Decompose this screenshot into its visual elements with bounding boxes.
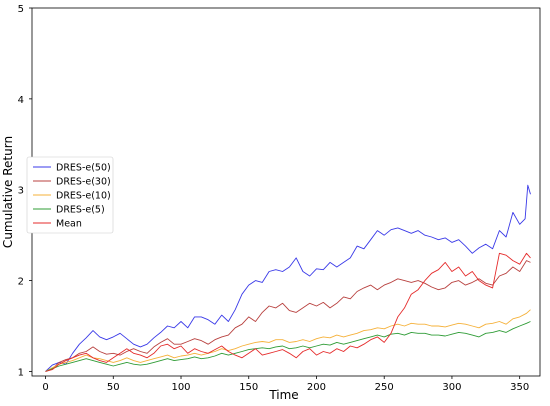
x-axis-title: Time	[268, 388, 298, 402]
series-layer	[45, 184, 531, 372]
series-line-3	[45, 321, 531, 372]
y-tick-label: 3	[18, 186, 24, 197]
plot-area	[31, 7, 541, 377]
legend-label: DRES-e(50)	[56, 163, 111, 174]
y-tick-label: 2	[18, 277, 24, 288]
legend-box	[26, 156, 114, 234]
y-tick-label: 1	[18, 367, 24, 378]
x-tick-label: 350	[510, 382, 529, 393]
legend-label: DRES-e(5)	[56, 205, 105, 216]
series-line-2	[45, 309, 531, 372]
series-line-4	[45, 252, 531, 372]
x-tick-label: 300	[442, 382, 461, 393]
y-tick-label: 5	[18, 4, 24, 15]
x-tick-label: 150	[239, 382, 258, 393]
x-tick-label: 0	[42, 382, 48, 393]
legend-label: DRES-e(30)	[56, 177, 111, 188]
y-tick-label: 4	[18, 95, 24, 106]
legend-label: DRES-e(10)	[56, 191, 111, 202]
legend-label: Mean	[56, 219, 82, 230]
y-axis-title: Cumulative Return	[1, 136, 15, 248]
x-ticks: 0 50 100 150 200 250 300 350	[42, 376, 529, 393]
x-tick-label: 100	[171, 382, 190, 393]
x-tick-label: 50	[107, 382, 120, 393]
series-line-1	[45, 260, 531, 372]
series-line-0	[45, 184, 531, 372]
x-tick-label: 200	[307, 382, 326, 393]
x-tick-label: 250	[375, 382, 394, 393]
legend: DRES-e(50) DRES-e(30) DRES-e(10) DRES-e(5) M…	[26, 156, 114, 234]
